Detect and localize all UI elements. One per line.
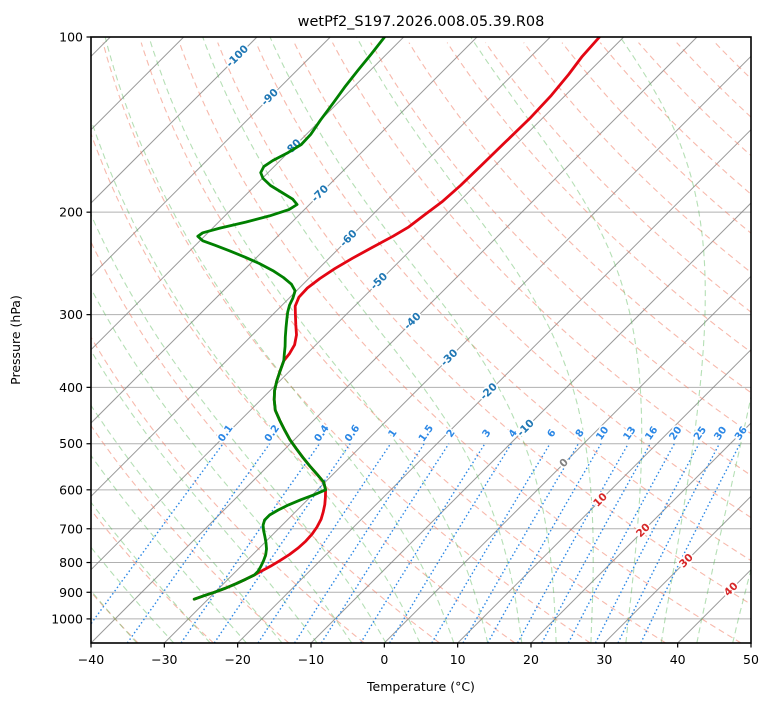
x-tick-label: 30 [596, 652, 612, 667]
y-tick-label: 200 [59, 205, 83, 220]
mixing-ratio-label: 1.5 [417, 423, 436, 444]
dry-adiabat-lines [91, 42, 751, 643]
plot-border [90, 36, 752, 644]
mixing-ratio-label: 0.6 [343, 423, 362, 444]
y-tick-label: 300 [59, 307, 83, 322]
mixing-ratio-label: 1 [387, 428, 400, 440]
x-tick-label: 0 [380, 652, 388, 667]
y-tick-label: 400 [59, 380, 83, 395]
x-tick-label: 40 [670, 652, 686, 667]
x-tick-label: −20 [224, 652, 250, 667]
mixing-ratio-label: 16 [644, 425, 661, 443]
mixing-ratio-label: 8 [574, 428, 587, 440]
dewpoint-curve [192, 37, 386, 601]
mixing-ratio-label: 6 [546, 428, 559, 440]
mixing-ratio-labels: 0.1 0.2 0.4 0.6 1 1.5 2 3 4 6 8 10 13 16 20 25 30 36 [215, 422, 752, 446]
sounding-curves [192, 37, 601, 601]
x-tick-label: 50 [743, 652, 759, 667]
chart-title: wetPf2_S197.2026.008.05.39.R08 [298, 14, 545, 30]
y-tick-label: 800 [59, 555, 83, 570]
y-tick-label: 500 [59, 436, 83, 451]
isotherm-lines [91, 37, 751, 643]
y-tick-label: 600 [59, 482, 83, 497]
y-tick-label: 1000 [51, 611, 83, 626]
x-tick-label: −40 [78, 652, 104, 667]
x-tick-label: 20 [523, 652, 539, 667]
x-tick-label: −10 [298, 652, 324, 667]
moist-adiabat-lines [91, 37, 751, 643]
mixing-ratio-label: 0.1 [216, 423, 235, 444]
pressure-gridlines [91, 211, 751, 620]
mixing-ratio-label: 2 [445, 428, 458, 440]
mixing-ratio-lines [91, 443, 741, 643]
y-tick-label: 900 [59, 585, 83, 600]
mixing-ratio-label: 3 [481, 428, 494, 440]
mixing-ratio-label: 36 [733, 425, 750, 443]
y-tick-label: 100 [59, 30, 83, 45]
mixing-ratio-label: 0.4 [313, 423, 332, 444]
mixing-ratio-label: 30 [712, 425, 729, 443]
mixing-ratio-label: 10 [594, 425, 611, 443]
y-axis-label: Pressure (hPa) [8, 295, 23, 385]
x-tick-label: −30 [151, 652, 177, 667]
x-axis-label: Temperature (°C) [366, 679, 475, 694]
mixing-ratio-label: 0.2 [263, 423, 282, 444]
mixing-ratio-label: 25 [692, 425, 709, 443]
x-tick-label: 10 [450, 652, 466, 667]
y-tick-label: 700 [59, 521, 83, 536]
